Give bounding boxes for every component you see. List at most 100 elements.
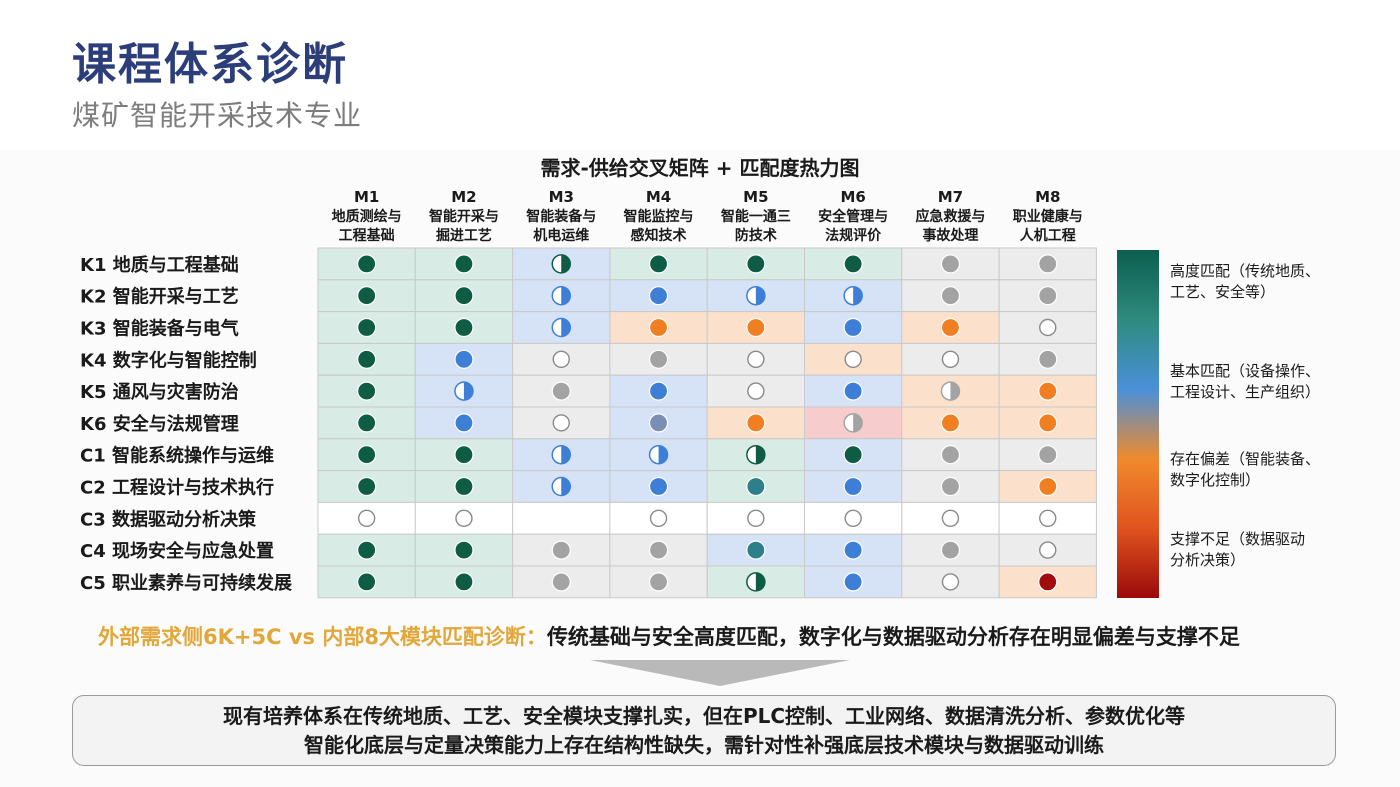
marker-dark-green — [843, 445, 863, 465]
marker-teal — [746, 540, 766, 560]
heatmap-cell — [998, 247, 1097, 281]
marker-dark-green — [357, 254, 377, 274]
marker-empty — [747, 509, 765, 527]
marker-empty — [1039, 509, 1057, 527]
marker-dark-green — [648, 254, 669, 274]
marker-dark-green — [357, 476, 377, 497]
column-label2-m1: 工程基础 — [339, 227, 395, 244]
marker-blue — [648, 476, 669, 497]
marker-orange — [648, 317, 669, 338]
marker-grey — [940, 286, 961, 306]
marker-orange — [1038, 381, 1058, 401]
marker-orange — [940, 317, 961, 338]
marker-blue — [843, 317, 863, 338]
column-label2-m8: 人机工程 — [1020, 227, 1076, 244]
summary-box: 现有培养体系在传统地质、工艺、安全模块支撑扎实，但在PLC控制、工业网络、数据清… — [72, 695, 1336, 766]
column-code-m1: M1 — [354, 188, 379, 206]
marker-grey — [1038, 445, 1058, 465]
column-label-m6: 安全管理与 — [818, 208, 888, 225]
legend-label: 数字化控制） — [1170, 471, 1260, 489]
marker-grey — [940, 540, 961, 560]
marker-blue — [454, 349, 474, 369]
marker-dark-green — [454, 476, 474, 497]
column-label2-m6: 法规评价 — [825, 227, 882, 244]
marker-blue — [843, 476, 863, 497]
marker-grey — [1038, 286, 1058, 306]
headline-rest: 传统基础与安全高度匹配，数字化与数据驱动分析存在明显偏差与支撑不足 — [546, 625, 1240, 649]
marker-empty — [552, 414, 570, 432]
column-label2-m4: 感知技术 — [631, 227, 687, 244]
legend-label: 基本匹配（设备操作、 — [1170, 362, 1320, 380]
summary-line-1: 现有培养体系在传统地质、工艺、安全模块支撑扎实，但在PLC控制、工业网络、数据清… — [222, 704, 1186, 728]
marker-empty — [747, 382, 765, 400]
marker-empty — [941, 509, 960, 527]
marker-fill-half-blue — [561, 477, 571, 496]
heatmap-cell — [901, 374, 1000, 408]
marker-dark-green — [454, 572, 474, 592]
marker-dark-green — [454, 445, 474, 465]
marker-dark-green — [843, 254, 863, 274]
legend-label: 高度匹配（传统地质、 — [1170, 262, 1320, 280]
marker-dark-green — [746, 254, 766, 274]
column-label-m7: 应急救援与 — [915, 208, 985, 225]
heatmap-cell — [804, 279, 903, 313]
column-code-m6: M6 — [840, 188, 865, 206]
marker-grey — [1038, 349, 1058, 369]
marker-empty — [1039, 318, 1057, 337]
column-label2-m7: 事故处理 — [922, 227, 978, 244]
marker-dark-green — [357, 349, 377, 369]
legend-label: 支撑不足（数据驱动 — [1170, 530, 1305, 548]
marker-empty — [844, 350, 862, 369]
marker-fill-half-blue — [463, 382, 473, 401]
row-label: K2 智能开采与工艺 — [80, 286, 239, 308]
colorbar — [1117, 250, 1159, 598]
marker-fill-half-blue — [853, 286, 863, 305]
marker-fill-half-blue — [561, 445, 571, 464]
marker-dark-green — [357, 572, 377, 592]
marker-empty — [1039, 541, 1057, 559]
row-label: K6 安全与法规管理 — [80, 413, 239, 435]
column-label-m8: 职业健康与 — [1013, 208, 1083, 225]
marker-fill-half-blue — [755, 286, 765, 305]
marker-fill-half-blue — [658, 445, 668, 464]
marker-teal — [746, 476, 766, 497]
marker-grey — [1038, 254, 1058, 274]
chart-title: 需求-供给交叉矩阵 + 匹配度热力图 — [541, 156, 860, 180]
marker-empty — [941, 350, 960, 369]
legend-label: 存在偏差（智能装备、 — [1170, 450, 1320, 468]
marker-grey — [648, 572, 669, 592]
marker-grey — [551, 540, 571, 560]
page-title: 课程体系诊断 — [72, 39, 348, 90]
row-label: C2 工程设计与技术执行 — [80, 477, 274, 499]
chart-panel: 需求-供给交叉矩阵 + 匹配度热力图 M1 地质测绘与 工程基础 M2 智能开采与 掘进工艺… — [0, 150, 1400, 787]
marker-dark-green — [357, 540, 377, 560]
marker-blue — [648, 381, 669, 401]
marker-grey — [551, 572, 571, 592]
marker-blue — [843, 540, 863, 560]
marker-grey — [551, 381, 571, 401]
marker-dark-red — [1038, 572, 1058, 592]
marker-empty — [941, 573, 960, 591]
marker-fill-half-green — [561, 254, 571, 273]
marker-grey — [648, 540, 669, 560]
row-label: C4 现场安全与应急处置 — [80, 540, 274, 562]
marker-empty — [552, 350, 570, 369]
page-subtitle: 煤矿智能开采技术专业 — [72, 99, 363, 132]
diagnosis-headline: 外部需求侧6K+5C vs 内部8大模块匹配诊断：传统基础与安全高度匹配，数字化… — [98, 621, 1240, 651]
column-label2-m2: 掘进工艺 — [436, 227, 492, 244]
column-label2-m5: 防技术 — [735, 227, 777, 244]
marker-blue — [843, 572, 863, 592]
heatmap-cell — [804, 311, 903, 344]
headline-lead: 外部需求侧6K+5C vs 内部8大模块匹配诊断： — [98, 625, 547, 649]
column-code-m3: M3 — [549, 188, 574, 206]
legend-label: 工艺、安全等） — [1170, 283, 1275, 301]
marker-orange — [746, 317, 766, 338]
marker-grey — [940, 445, 961, 465]
marker-empty — [649, 509, 668, 527]
column-code-m2: M2 — [451, 188, 476, 206]
marker-blue-grey — [648, 413, 669, 433]
legend-label: 工程设计、生产组织） — [1170, 383, 1320, 401]
marker-fill-half-grey — [853, 413, 863, 432]
row-label: K1 地质与工程基础 — [80, 254, 239, 276]
